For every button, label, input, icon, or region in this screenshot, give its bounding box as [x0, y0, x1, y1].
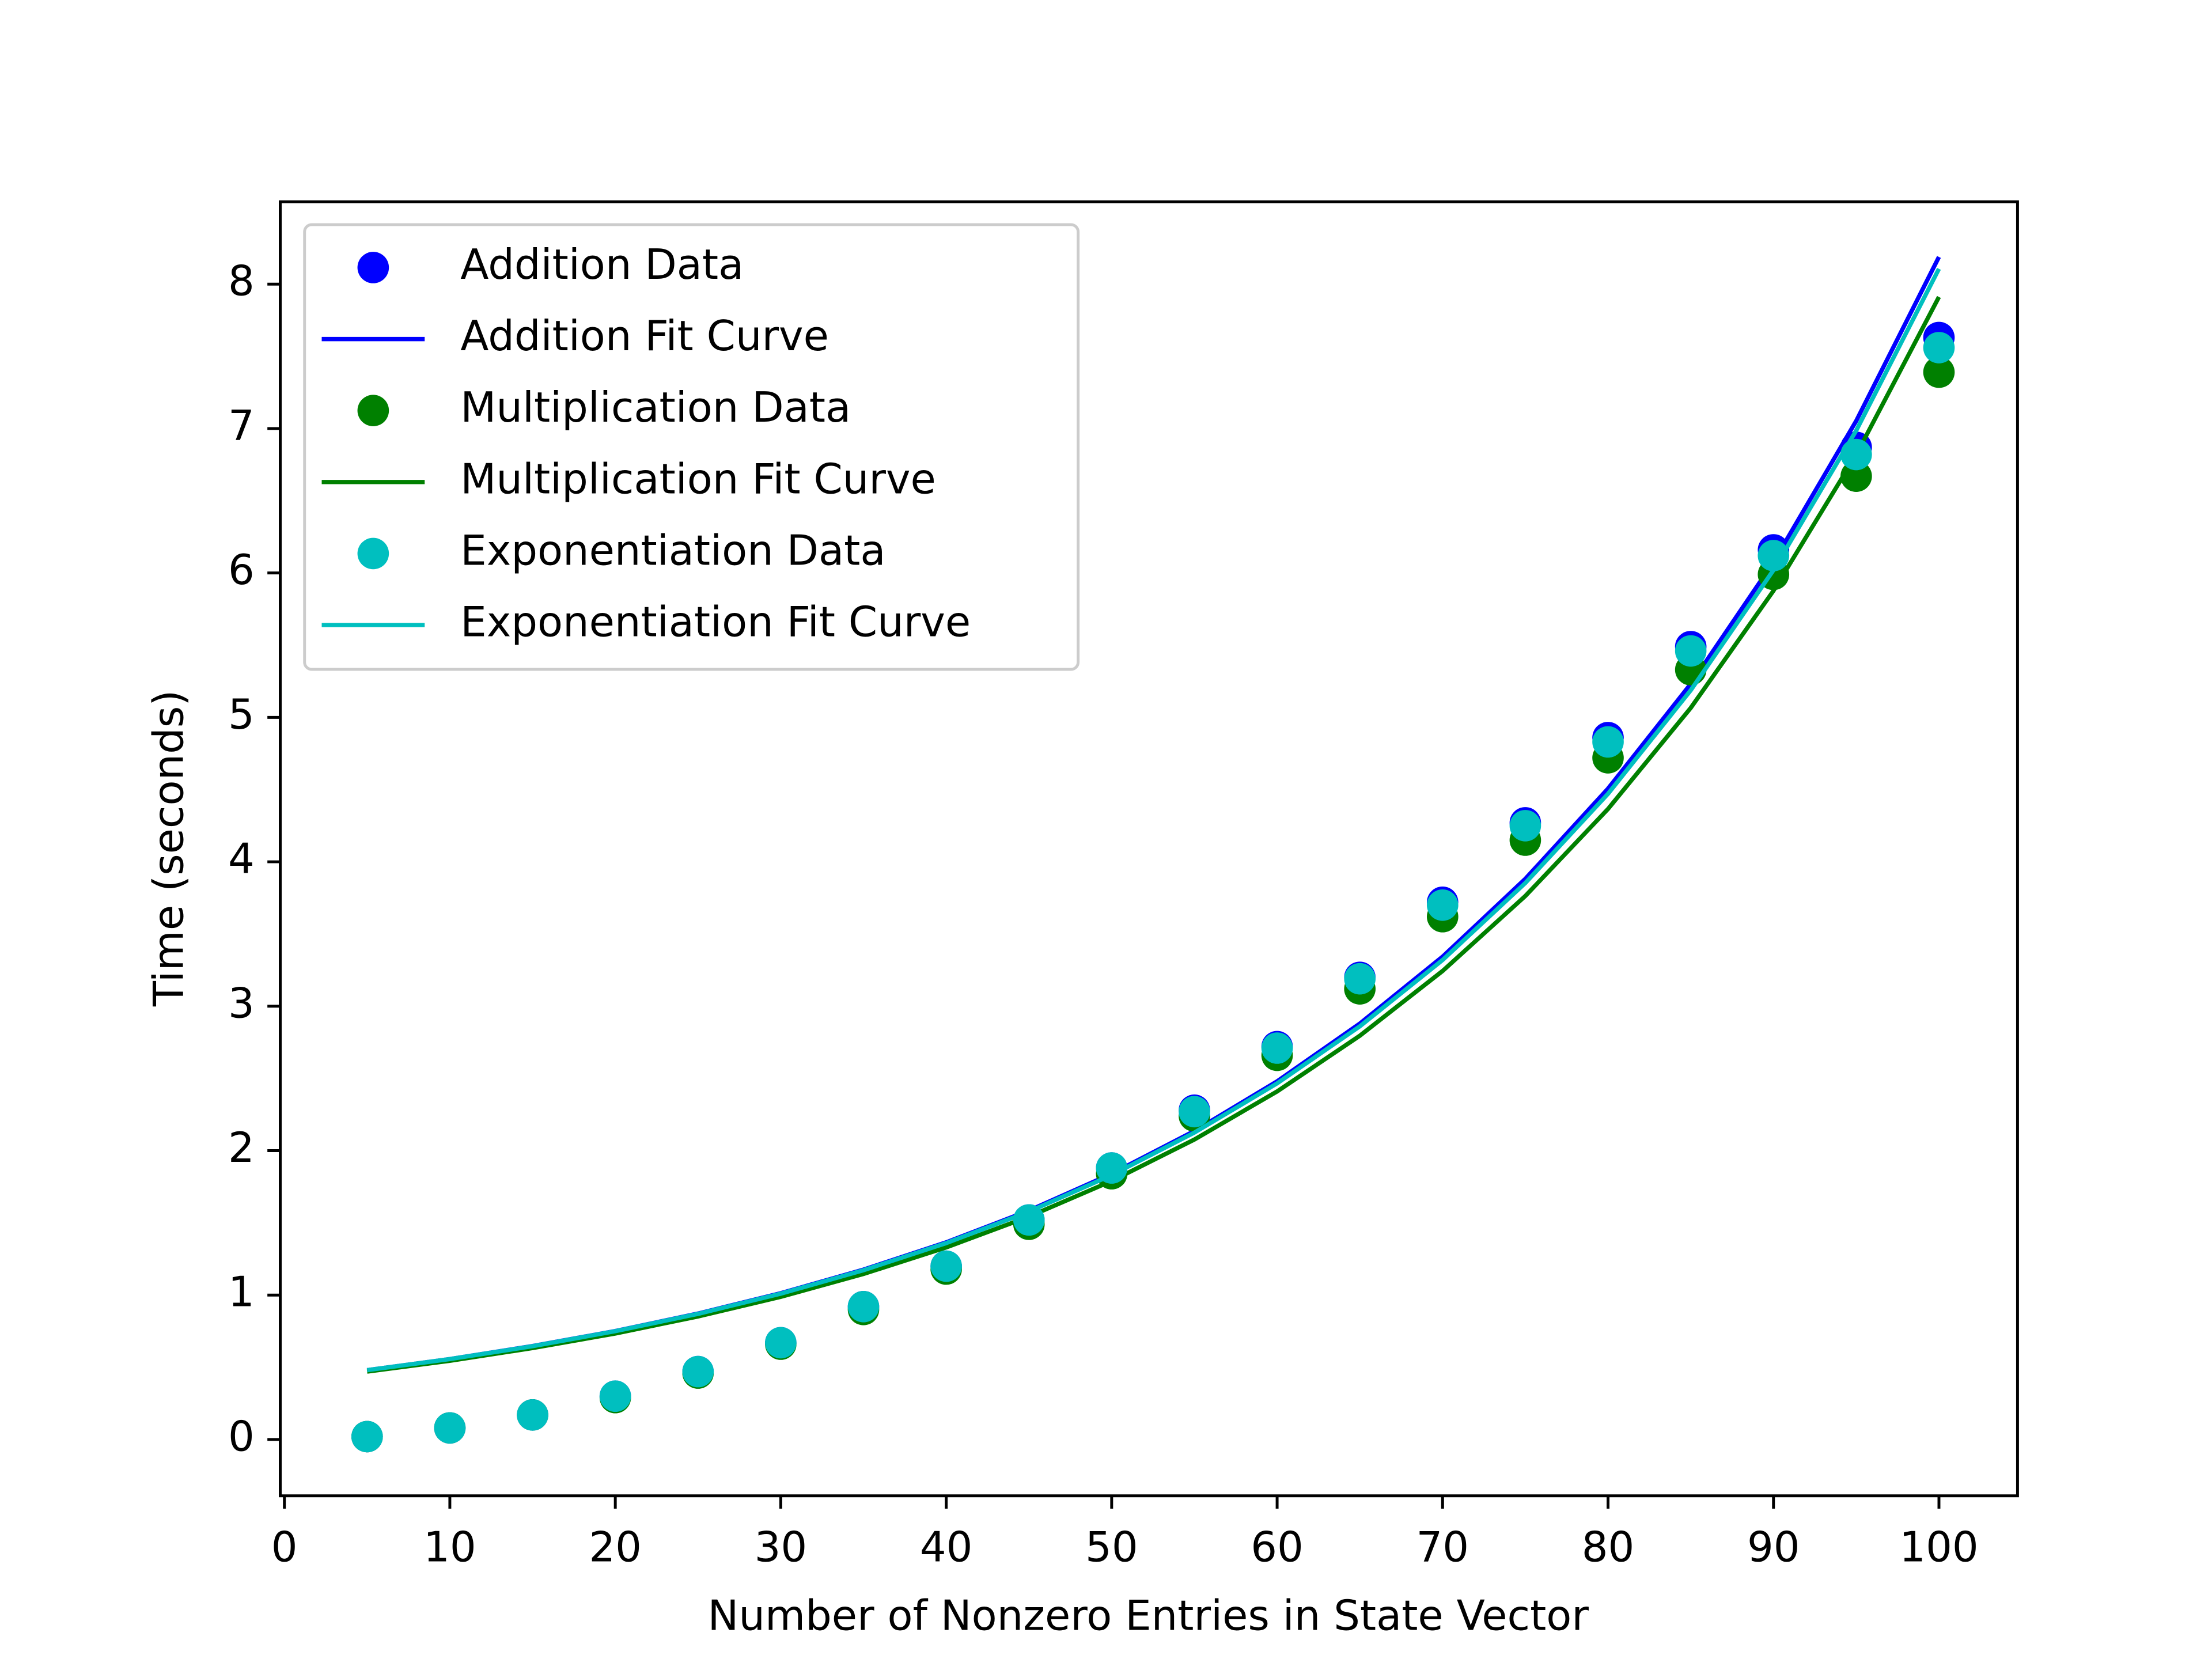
- x-tick-label: 100: [1899, 1523, 1978, 1571]
- x-tick-label: 10: [423, 1523, 476, 1571]
- data-point: [434, 1412, 466, 1444]
- x-tick-label: 70: [1416, 1523, 1469, 1571]
- data-point: [1923, 356, 1955, 388]
- x-tick-label: 80: [1582, 1523, 1635, 1571]
- x-tick-label: 0: [271, 1523, 298, 1571]
- fit-curve: [366, 267, 1941, 1373]
- legend-label: Exponentiation Fit Curve: [460, 598, 971, 646]
- data-point: [1344, 963, 1376, 995]
- data-point: [1923, 332, 1955, 363]
- data-point: [682, 1355, 714, 1388]
- data-point: [1840, 438, 1872, 471]
- x-tick-label: 50: [1085, 1523, 1138, 1571]
- x-tick-label: 90: [1747, 1523, 1800, 1571]
- data-point: [1179, 1096, 1210, 1128]
- y-tick-label: 0: [228, 1412, 255, 1460]
- data-point: [1096, 1152, 1128, 1184]
- y-tick-label: 8: [228, 257, 255, 305]
- data-point: [517, 1399, 548, 1431]
- data-point: [1509, 810, 1541, 842]
- x-tick-label: 20: [589, 1523, 642, 1571]
- data-point: [351, 1421, 383, 1453]
- y-tick-label: 7: [228, 401, 255, 449]
- legend-box: [303, 223, 1080, 671]
- data-point: [1426, 889, 1459, 921]
- axes-frame: [279, 200, 2019, 1498]
- x-tick-label: 60: [1251, 1523, 1304, 1571]
- legend-label: Exponentiation Data: [460, 526, 885, 574]
- legend-label: Multiplication Data: [460, 383, 851, 431]
- legend-label: Multiplication Fit Curve: [460, 454, 936, 503]
- legend-marker: [357, 395, 389, 427]
- data-point: [1675, 635, 1707, 667]
- data-point: [1261, 1032, 1293, 1064]
- data-point: [1013, 1204, 1045, 1236]
- data-point: [1592, 726, 1624, 758]
- data-point: [599, 1380, 631, 1412]
- legend-label: Addition Data: [460, 240, 744, 289]
- data-point: [847, 1290, 880, 1323]
- legend-label: Addition Fit Curve: [460, 312, 829, 360]
- y-axis-label: Time (seconds): [144, 690, 192, 1007]
- data-point: [1758, 540, 1790, 571]
- fit-curve: [366, 296, 1941, 1374]
- plot-area: [351, 256, 1955, 1453]
- y-tick-label: 5: [228, 690, 255, 738]
- y-tick-label: 4: [228, 835, 255, 883]
- x-tick-label: 40: [920, 1523, 973, 1571]
- legend-marker: [357, 252, 389, 283]
- x-axis-label: Number of Nonzero Entries in State Vecto…: [708, 1592, 1589, 1640]
- y-tick-label: 3: [228, 979, 255, 1027]
- data-point: [765, 1327, 797, 1359]
- y-tick-label: 6: [228, 546, 255, 594]
- y-tick-label: 2: [228, 1123, 255, 1172]
- legend: Addition Data Addition Fit Curve Multiplic…: [303, 223, 1080, 671]
- legend-marker: [357, 537, 389, 570]
- x-tick-label: 30: [755, 1523, 808, 1571]
- data-point: [930, 1250, 962, 1282]
- y-tick-label: 1: [228, 1268, 255, 1316]
